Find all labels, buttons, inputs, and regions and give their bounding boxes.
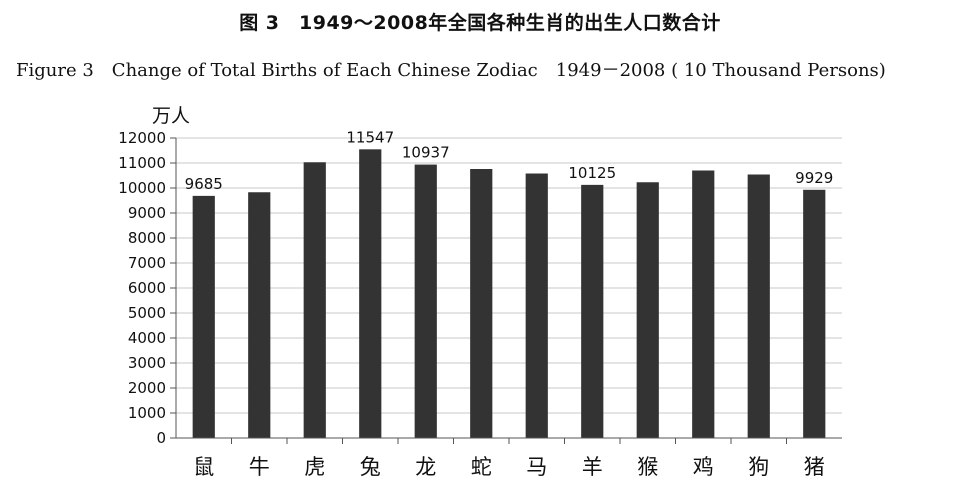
data-label: 10125: [568, 164, 616, 182]
bar: [303, 162, 326, 438]
chart-title: 图 3 1949～2008年全国各种生肖的出生人口数合计: [239, 12, 721, 34]
x-axis-ticks: 鼠牛虎兔龙蛇马羊猴鸡狗猪: [193, 438, 825, 479]
bar: [414, 164, 437, 438]
bar: [803, 189, 826, 438]
y-axis-ticks: 0 1000 2000 3000 4000 5000 6000 7000 8000 9000 100…: [118, 129, 176, 447]
bar: [692, 170, 715, 438]
y-tick-label: 8000: [128, 229, 166, 247]
x-tick-label: 猪: [804, 455, 825, 479]
bar: [359, 149, 382, 438]
y-tick-label: 9000: [128, 204, 166, 222]
y-tick-label: 12000: [118, 129, 166, 147]
data-label: 11547: [346, 128, 394, 146]
bar: [636, 182, 659, 438]
data-label: 10937: [402, 144, 450, 162]
x-tick-label: 龙: [415, 455, 436, 479]
data-labels: 9685 11547 10937 10125 9929: [185, 128, 834, 193]
bar: [248, 192, 271, 438]
y-tick-label: 4000: [128, 329, 166, 347]
x-tick-label: 羊: [582, 455, 603, 479]
x-tick-label: 狗: [748, 455, 769, 479]
bar: [525, 173, 548, 438]
y-tick-label: 7000: [128, 254, 166, 272]
y-tick-label: 1000: [128, 404, 166, 422]
chart-subtitle-english: Figure 3 Change of Total Births of Each …: [16, 60, 886, 81]
y-tick-label: 5000: [128, 304, 166, 322]
x-tick-label: 牛: [249, 455, 270, 479]
bar: [581, 184, 604, 438]
y-tick-label: 10000: [118, 179, 166, 197]
x-tick-label: 猴: [637, 455, 658, 479]
gridlines: [176, 137, 842, 414]
data-label: 9929: [795, 169, 833, 187]
bars: [192, 149, 826, 438]
x-tick-label: 鸡: [693, 455, 714, 479]
x-tick-label: 马: [526, 455, 547, 479]
x-tick-label: 鼠: [193, 455, 214, 479]
bar: [747, 174, 770, 438]
y-tick-label: 2000: [128, 379, 166, 397]
y-axis-label: 万人: [152, 105, 190, 127]
bar: [470, 169, 493, 438]
y-tick-label: 11000: [118, 154, 166, 172]
y-tick-label: 3000: [128, 354, 166, 372]
bar: [192, 195, 215, 438]
axes: [175, 138, 842, 439]
data-label: 9685: [185, 175, 223, 193]
x-tick-label: 兔: [360, 455, 381, 479]
y-tick-label: 0: [156, 429, 166, 447]
x-tick-label: 虎: [304, 455, 325, 479]
x-tick-label: 蛇: [471, 455, 492, 479]
y-tick-label: 6000: [128, 279, 166, 297]
